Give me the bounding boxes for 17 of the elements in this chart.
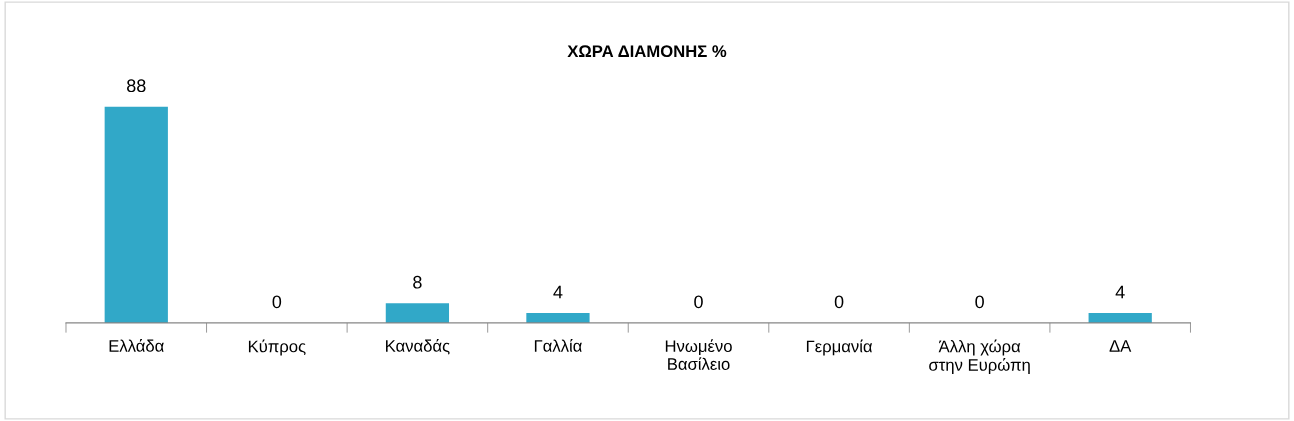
x-tick-label: ΔΑ — [1109, 340, 1132, 352]
data-label: 0 — [975, 295, 984, 309]
data-label: 88 — [127, 79, 146, 93]
x-tick-label: Καναδάς — [386, 339, 450, 355]
x-tick-label: Ελλάδα — [109, 339, 164, 352]
x-tick-label: Άλλη χώρα στην Ευρώπη — [929, 339, 1030, 375]
data-label: 8 — [413, 275, 422, 289]
chart-title: ΧΩΡΑ ΔΙΑΜΟΝΗΣ % — [567, 45, 727, 58]
x-tick-label: Κύπρος — [248, 339, 306, 356]
x-tick-label: Ηνωμένο Βασίλειο — [665, 339, 732, 370]
data-label: 4 — [1115, 285, 1125, 299]
x-tick-label: Γαλλία — [534, 339, 582, 352]
data-label: 0 — [694, 295, 703, 309]
data-label: 0 — [834, 295, 844, 309]
data-label: 0 — [272, 295, 282, 309]
data-label: 4 — [553, 285, 563, 299]
x-tick-label: Γερμανία — [806, 339, 873, 356]
